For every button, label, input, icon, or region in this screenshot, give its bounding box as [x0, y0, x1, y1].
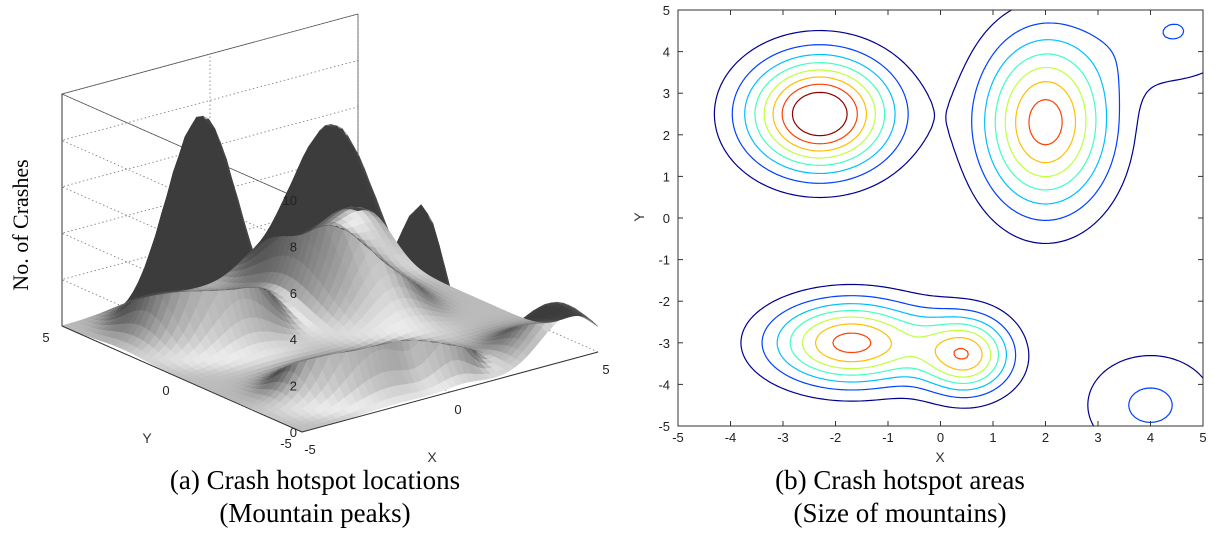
y-tick-label: -2: [658, 294, 670, 309]
x-axis-line: [301, 351, 599, 433]
y-tick-label: -3: [658, 336, 670, 351]
y-tick-label: -4: [658, 377, 670, 392]
y-tick-label: -1: [658, 253, 670, 268]
y-tick-label: 0: [162, 383, 169, 398]
contour-level-4: [754, 53, 1097, 385]
x-tick-label: -2: [830, 430, 842, 445]
caption-b-line2: (Size of mountains): [793, 498, 1007, 528]
contour-level-6: [772, 76, 1077, 371]
y-tick-label: 5: [663, 3, 670, 18]
surface-y-axis-label: Y: [142, 430, 152, 446]
x-tick-label: 2: [1042, 430, 1049, 445]
x-tick-label: 1: [989, 430, 996, 445]
surface-mesh: [61, 115, 599, 433]
contour-x-axis-label: X: [935, 449, 945, 465]
contour-level-2: [731, 22, 1185, 424]
contour-level-8: [791, 91, 848, 137]
contour-level-1: [713, 9, 1204, 427]
x-tick-label: -1: [882, 430, 894, 445]
z-tick-label: 6: [290, 286, 297, 301]
z-tick-label: 8: [290, 239, 297, 254]
contour-level-3: [744, 39, 1108, 391]
surface-z-axis-label: No. of Crashes: [8, 159, 33, 290]
x-tick-label: -3: [777, 430, 789, 445]
x-tick-label: 5: [602, 362, 609, 377]
y-tick-label: 0: [663, 211, 670, 226]
x-tick-label: 5: [1199, 430, 1206, 445]
contour-axes: -5 -4 -3 -2 -1 0 1 2 3 4 5 5 4 3 2 1 0 -1 -2 -3 -4 -5: [658, 3, 1206, 445]
caption-a-line2: (Mountain peaks): [219, 498, 411, 528]
y-tick-label: -5: [658, 419, 670, 434]
y-tick-label: -5: [280, 436, 292, 451]
caption-panel-b: (b) Crash hotspot areas (Size of mountai…: [660, 464, 1140, 530]
contour-level-7: [781, 83, 1063, 360]
y-tick-label: 4: [663, 45, 670, 60]
contour-frame: [677, 9, 1204, 427]
x-tick-label: 0: [454, 402, 461, 417]
x-tick-label: 4: [1147, 430, 1154, 445]
y-tick-label: 5: [42, 330, 49, 345]
caption-a-line1: (a) Crash hotspot locations: [169, 465, 461, 495]
y-tick-label: 3: [663, 86, 670, 101]
contour-lines: [713, 9, 1204, 427]
caption-b-line1: (b) Crash hotspot areas: [775, 465, 1025, 495]
z-tick-label: 2: [290, 379, 297, 394]
z-tick-label: 4: [290, 332, 297, 347]
contour-plot-panel: -5 -4 -3 -2 -1 0 1 2 3 4 5 5 4 3 2 1 0 -1 -2 -3 -4 -5 X Y: [631, 3, 1207, 465]
contour-level-5: [763, 66, 1087, 378]
x-tick-label: -4: [725, 430, 737, 445]
x-tick-label: 0: [937, 430, 944, 445]
surface-x-axis-label: X: [427, 449, 437, 465]
y-tick-label: 2: [663, 128, 670, 143]
caption-panel-a: (a) Crash hotspot locations (Mountain pe…: [80, 464, 550, 530]
x-tick-label: -5: [304, 442, 316, 457]
z-tick-label: 0: [290, 425, 297, 440]
y-axis-line: [61, 325, 303, 433]
z-tick-label: 10: [283, 193, 297, 208]
y-tick-label: 1: [663, 169, 670, 184]
x-tick-label: 3: [1094, 430, 1101, 445]
contour-y-axis-label: Y: [631, 212, 647, 222]
x-tick-label: -5: [672, 430, 684, 445]
